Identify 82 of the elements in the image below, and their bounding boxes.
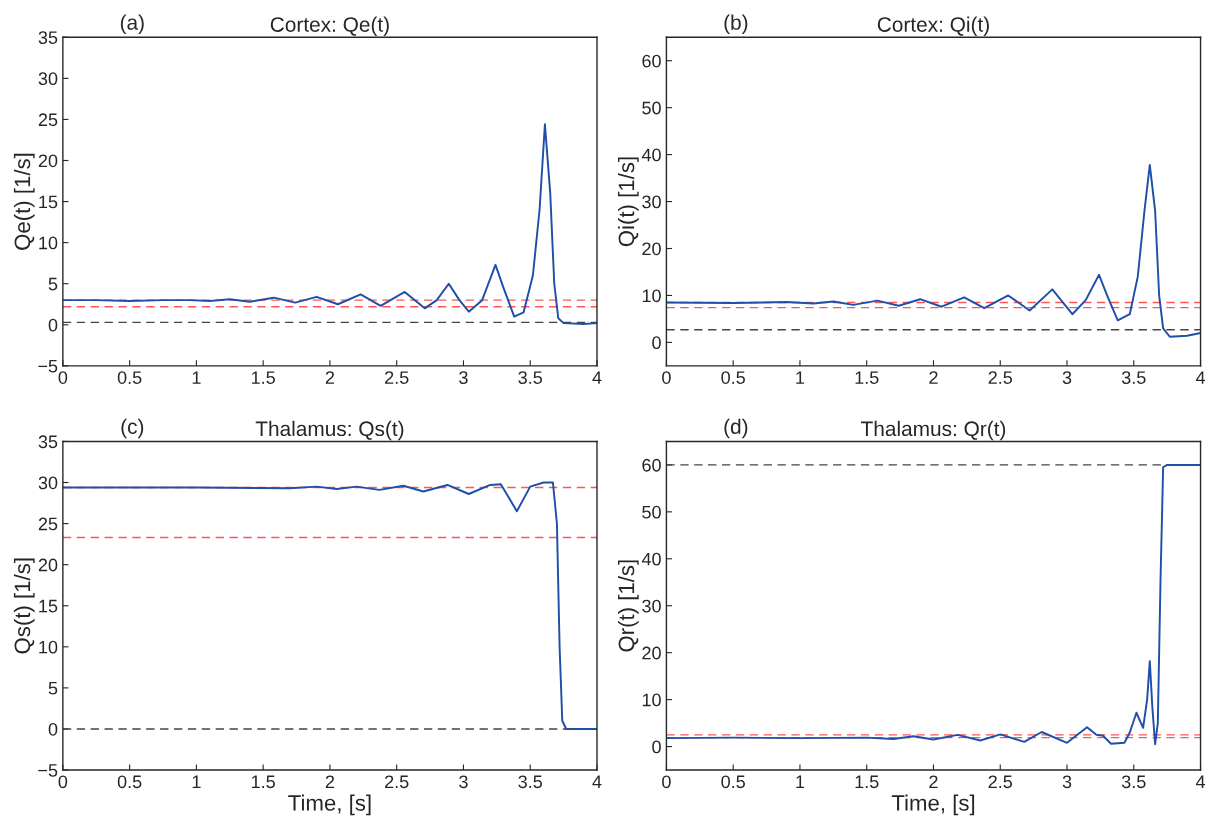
y-tick-label: 5	[48, 277, 58, 291]
y-tick-label: 40	[641, 148, 661, 162]
x-axis-title: Time, [s]	[891, 794, 975, 816]
text: (c)	[121, 418, 144, 439]
x-tick-label: 2.5	[988, 371, 1013, 384]
x-tick-label: 0.5	[117, 371, 142, 384]
x-tick-label: 2	[929, 371, 938, 384]
y-tick-label: 25	[38, 113, 58, 127]
x-tick-label: 4	[1195, 371, 1206, 384]
x-tick-label: 2.5	[385, 371, 409, 384]
y-tick-label: 20	[642, 242, 661, 256]
chart-title: Cortex: Qe(t)	[270, 16, 389, 37]
y-tick-label: 20	[642, 646, 661, 660]
y-axis-title: Qe(t) [1/s]	[13, 153, 35, 250]
y-tick-label: 30	[38, 476, 58, 490]
x-tick-label: 2.5	[385, 775, 409, 789]
y-tick-label: 20	[38, 558, 58, 572]
x-tick-label: 1.5	[855, 775, 879, 789]
text: (d)	[724, 418, 748, 439]
y-tick-label: 50	[642, 101, 661, 115]
y-tick-label: 35	[38, 435, 58, 449]
x-tick-label: 3	[459, 775, 468, 789]
x-tick-label: 2	[929, 775, 938, 788]
x-tick-label: 1.5	[251, 371, 275, 384]
y-tick-label: 35	[38, 31, 58, 44]
y-tick-label: 10	[39, 236, 58, 250]
x-tick-label: 0	[662, 775, 671, 789]
x-tick-label: 3.5	[1121, 775, 1146, 789]
y-tick-label: 20	[38, 154, 58, 168]
y-tick-label: −5	[38, 764, 58, 777]
y-axis-title: Qr(t) [1/s]	[617, 560, 639, 652]
x-tick-label: 2.5	[988, 775, 1013, 789]
text: (a)	[120, 14, 144, 34]
x-tick-label: 1	[192, 775, 201, 788]
x-tick-label: 3.5	[1121, 371, 1146, 384]
chart-title: Thalamus: Qr(t)	[861, 420, 1006, 441]
x-tick-label: 2	[325, 371, 335, 384]
y-tick-label: 30	[38, 72, 58, 86]
x-tick-label: 0.5	[721, 371, 745, 384]
y-tick-label: 10	[642, 289, 661, 303]
x-tick-label: 0.5	[721, 775, 745, 789]
y-tick-label: 5	[48, 682, 58, 695]
y-tick-label: 30	[642, 599, 661, 613]
x-tick-label: 1	[796, 775, 805, 788]
y-axis-title: Qs(t) [1/s]	[13, 558, 35, 654]
y-axis-title: Qi(t) [1/s]	[617, 157, 639, 247]
x-tick-label: 3.5	[518, 775, 543, 789]
x-tick-label: 3.5	[518, 371, 543, 384]
x-axis-title: Time, [s]	[288, 794, 371, 816]
x-tick-label: 1.5	[855, 371, 879, 384]
y-tick-label: 25	[38, 517, 58, 531]
y-tick-label: 40	[641, 552, 661, 566]
y-tick-label: 15	[39, 599, 58, 613]
x-tick-label: 2	[325, 775, 335, 788]
x-tick-label: 1	[192, 371, 201, 384]
y-tick-label: 0	[48, 722, 58, 736]
x-tick-label: 0	[58, 371, 68, 384]
x-tick-label: 0	[58, 775, 68, 789]
y-tick-label: 60	[642, 54, 661, 68]
x-tick-label: 1	[796, 371, 805, 384]
x-tick-label: 1.5	[251, 775, 275, 789]
x-tick-label: 4	[1195, 775, 1206, 788]
x-tick-label: 4	[592, 775, 602, 788]
y-tick-label: 10	[39, 640, 58, 654]
x-tick-label: 3	[1062, 775, 1072, 789]
x-tick-label: 4	[592, 371, 602, 384]
x-tick-label: 3	[1062, 371, 1072, 384]
y-tick-label: 0	[652, 336, 661, 350]
y-tick-label: −5	[38, 359, 58, 373]
y-tick-label: 0	[652, 740, 661, 754]
y-tick-label: 50	[642, 505, 661, 519]
chart-title: Thalamus: Qs(t)	[255, 420, 404, 441]
x-tick-label: 0.5	[117, 775, 142, 789]
chart-title: Cortex: Qi(t)	[877, 16, 989, 37]
y-tick-label: 0	[48, 318, 58, 332]
x-tick-label: 0	[662, 371, 671, 384]
x-tick-label: 3	[459, 371, 468, 384]
y-tick-label: 30	[642, 195, 661, 209]
y-tick-label: 15	[39, 195, 58, 209]
y-tick-label: 60	[642, 458, 661, 472]
y-tick-label: 10	[642, 693, 661, 707]
text: (b)	[724, 14, 748, 34]
